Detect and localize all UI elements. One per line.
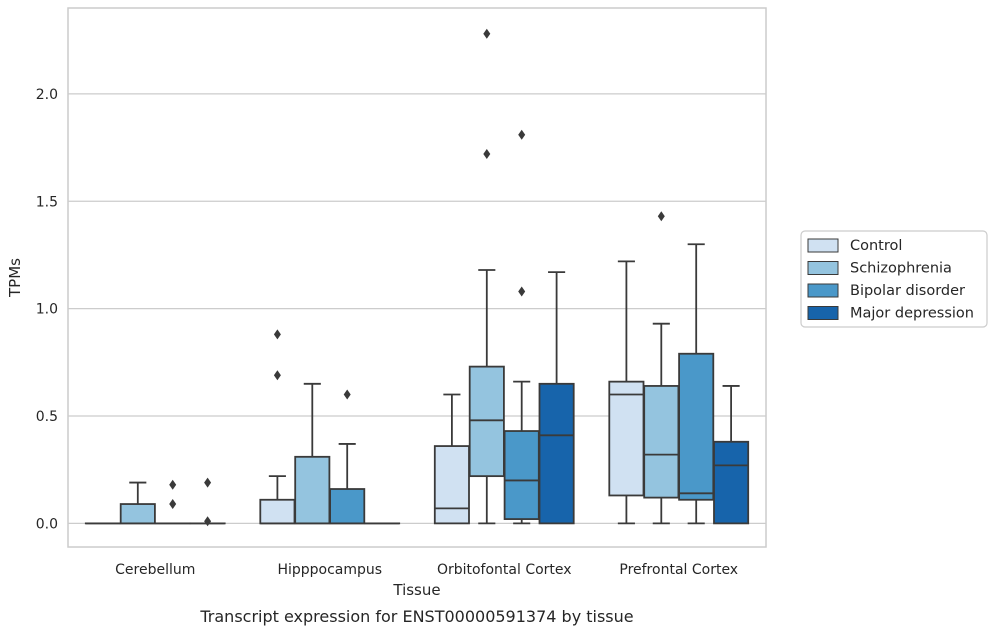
box-control: [608, 260, 645, 525]
legend-frame: [800, 230, 988, 328]
y-tick-label: 0.0: [36, 516, 58, 532]
legend-label: Control: [850, 238, 902, 254]
x-tick-label: Hipppocampus: [277, 562, 382, 578]
box: [259, 498, 296, 525]
box-bipolar-disorder: [678, 243, 715, 525]
box-control: [433, 393, 470, 525]
box: [294, 455, 331, 525]
box-bipolar-disorder: [329, 389, 366, 525]
x-tick-label: Prefrontal Cortex: [619, 562, 738, 578]
box: [713, 440, 750, 525]
outlier-point: [204, 516, 212, 527]
legend-swatch: [807, 238, 839, 253]
box: [503, 430, 540, 520]
outlier-point: [518, 286, 526, 297]
outlier-point: [204, 477, 212, 488]
box-major-depression: [713, 385, 750, 525]
legend-label: Major depression: [850, 306, 974, 322]
y-axis-title: TPMs: [6, 258, 24, 298]
outlier-point: [518, 129, 526, 140]
outlier-point: [483, 149, 491, 160]
box-schizophrenia: [468, 28, 505, 525]
x-tick-labels: Cerebellum Hipppocampus Orbitofontal Corte…: [115, 562, 738, 578]
box: [468, 365, 505, 478]
box: [538, 382, 575, 525]
box-control: [259, 329, 296, 525]
x-tick-label: Cerebellum: [115, 562, 195, 578]
box: [119, 503, 156, 525]
outlier-point: [657, 211, 665, 222]
box-major-depression: [189, 477, 226, 527]
outlier-point: [169, 479, 177, 490]
x-tick-label: Orbitofontal Cortex: [437, 562, 572, 578]
outlier-point: [273, 329, 281, 340]
legend-swatch: [807, 283, 839, 298]
legend-label: Schizophrenia: [850, 261, 952, 277]
box: [678, 352, 715, 501]
outlier-point: [169, 499, 177, 510]
outlier-point: [483, 28, 491, 39]
box: [643, 385, 680, 499]
chart-caption: Transcript expression for ENST0000059137…: [199, 607, 633, 626]
box-series: [84, 28, 750, 527]
legend: Control Schizophrenia Bipolar disorder Majo…: [800, 230, 988, 328]
legend-swatch: [807, 306, 839, 320]
box-major-depression: [538, 271, 575, 525]
box: [608, 380, 645, 497]
y-tick-label: 0.5: [36, 409, 58, 425]
legend-label: Bipolar disorder: [850, 283, 965, 299]
y-tick-label: 2.0: [36, 87, 58, 103]
y-tick-label: 1.5: [36, 194, 58, 210]
outlier-point: [273, 370, 281, 381]
box: [433, 445, 470, 525]
plot-frame: [67, 7, 767, 548]
box-schizophrenia: [294, 382, 331, 525]
box-schizophrenia: [119, 481, 156, 525]
y-tick-label: 1.0: [36, 302, 58, 318]
legend-swatch: [807, 261, 839, 275]
y-tick-labels: 0.0 0.5 1.0 1.5 2.0: [36, 87, 58, 532]
x-axis-title: Tissue: [392, 581, 440, 599]
box: [329, 488, 366, 525]
outlier-point: [343, 389, 351, 400]
